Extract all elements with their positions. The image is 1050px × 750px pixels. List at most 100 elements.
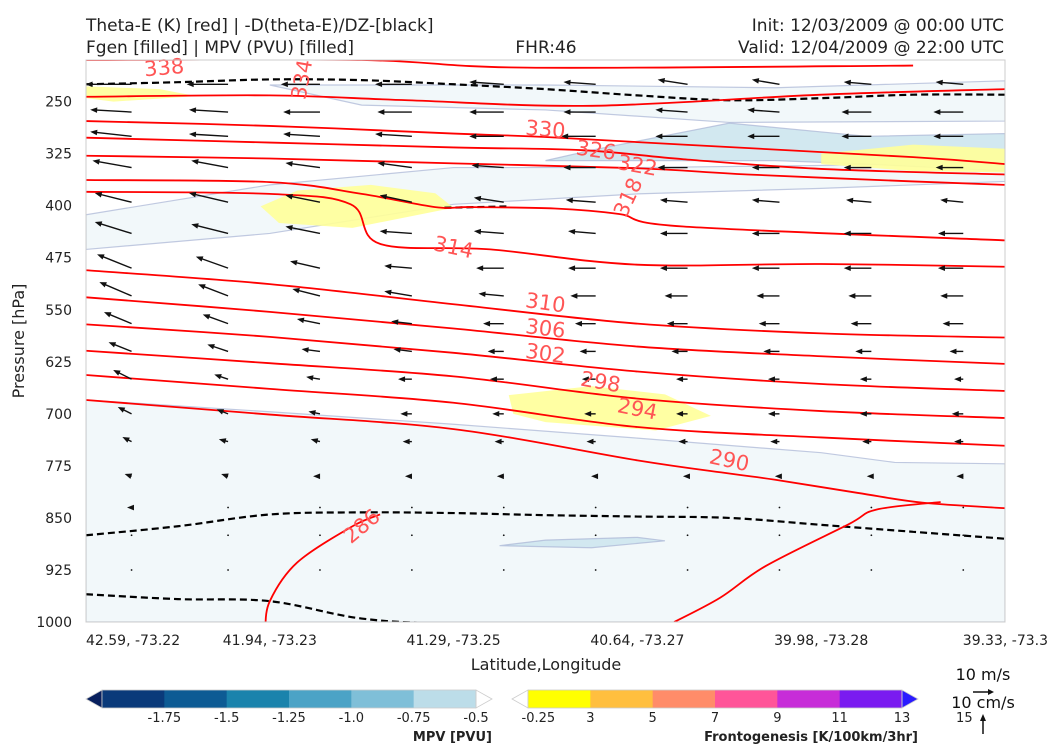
- wind-vector: [310, 438, 321, 444]
- wind-vector: [227, 569, 229, 571]
- wind-vector: [296, 317, 321, 325]
- wind-vector-shaft: [939, 81, 964, 85]
- theta-e-contour: [673, 501, 941, 622]
- colorbar-tick-label: -0.5: [463, 711, 488, 726]
- wind-vector-shaft: [388, 291, 412, 297]
- wind-vector: [565, 197, 596, 204]
- wind-vector-head: [489, 376, 497, 382]
- colorbar-tick-label: 11: [831, 711, 848, 726]
- wind-vector-shaft: [287, 133, 321, 138]
- theta-e-label: 310: [524, 288, 567, 317]
- colorbar-tick-label: -1.5: [214, 711, 239, 726]
- wind-vector-head: [671, 348, 679, 355]
- frontogenesis-fill-region: [508, 386, 711, 431]
- wind-vector: [778, 569, 781, 571]
- wind-vector: [843, 265, 872, 271]
- frontogenesis-fill-region: [821, 144, 1005, 173]
- wind-vector-head: [398, 376, 406, 382]
- wind-vector-shaft: [289, 195, 321, 203]
- wind-vector-head: [97, 254, 105, 260]
- wind-vector-shaft: [388, 265, 412, 269]
- wind-vector-layer: [86, 77, 965, 571]
- wind-vector-head: [478, 291, 486, 298]
- colorbar-swatch: [652, 690, 716, 708]
- y-tick-label: 625: [45, 355, 72, 371]
- wind-vector: [561, 133, 596, 140]
- wind-vector-head: [122, 437, 130, 443]
- wind-vector-head: [850, 320, 858, 327]
- wind-vector-dot: [778, 506, 781, 509]
- wind-vector: [195, 256, 229, 269]
- wind-vector: [676, 411, 688, 417]
- wind-vector: [859, 376, 872, 382]
- colorbar-extension-low: [85, 689, 103, 709]
- wind-vector-head: [767, 376, 775, 382]
- wind-vector: [227, 534, 229, 537]
- theta-e-contour: [86, 399, 1005, 510]
- wind-vector-head: [400, 411, 408, 417]
- wind-vector: [778, 506, 781, 509]
- colorbar-swatch: [351, 690, 415, 708]
- init-time: Init: 12/03/2009 @ 00:00 UTC: [752, 16, 1004, 36]
- theta-e-contour: [86, 136, 1005, 176]
- wind-vector-dot: [319, 569, 321, 571]
- wind-vector: [751, 78, 780, 85]
- wind-vector: [469, 133, 504, 140]
- mpv-colorbar-title: MPV [PVU]: [413, 730, 492, 745]
- quiver-key-label-ms: 10 m/s: [956, 665, 1011, 684]
- wind-vector: [188, 191, 229, 203]
- wind-vector-shaft: [98, 222, 132, 235]
- wind-vector: [283, 131, 321, 138]
- y-tick-label: 550: [45, 303, 72, 319]
- wind-vector: [227, 506, 229, 509]
- x-tick-label: 40.64, -73.27: [590, 633, 684, 649]
- wind-vector-shaft: [661, 79, 688, 85]
- wind-vector-head: [379, 228, 387, 235]
- wind-vector-head: [561, 133, 569, 140]
- wind-vector: [664, 293, 688, 299]
- wind-vector-head: [949, 348, 957, 355]
- wind-vector: [97, 254, 132, 269]
- wind-vector: [962, 534, 965, 537]
- theta-e-contour: [86, 190, 1005, 268]
- quiver-key-arrowhead-horizontal: [988, 689, 994, 695]
- wind-vector-head: [473, 228, 482, 235]
- wind-vector: [393, 347, 412, 353]
- theta-e-label-group: 306: [524, 314, 567, 343]
- wind-vector-head: [751, 78, 760, 84]
- wind-vector: [502, 534, 505, 537]
- wind-vector-shaft: [192, 133, 229, 138]
- wind-vector-shaft: [663, 199, 688, 203]
- wind-vector-shaft: [755, 79, 780, 85]
- wind-vector: [659, 265, 688, 271]
- wind-vector-head: [487, 348, 495, 355]
- frontogenesis-fill-region: [86, 86, 197, 102]
- wind-vector: [855, 348, 872, 355]
- wind-vector: [584, 411, 596, 417]
- wind-vector-head: [214, 374, 222, 380]
- wind-vector: [778, 534, 781, 537]
- wind-vector-head: [393, 347, 401, 353]
- wind-vector: [843, 79, 872, 86]
- mpv-fill-region: [86, 160, 1005, 251]
- colorbar-swatch: [528, 690, 591, 708]
- theta-e-label-layer: 338 3343303263223183143103063022982942902…: [143, 54, 751, 548]
- wind-vector: [866, 473, 874, 480]
- colorbar-tick-label: 15: [956, 711, 973, 726]
- theta-e-contour: [86, 154, 1005, 186]
- wind-vector-head: [751, 197, 760, 204]
- colorbar-tick-label: 13: [894, 711, 911, 726]
- wind-vector-head: [218, 438, 227, 444]
- wind-vector: [862, 438, 872, 445]
- wind-vector: [285, 225, 321, 235]
- wind-vector: [469, 79, 504, 86]
- title-line-1: Theta-E (K) [red] | -D(theta-E)/DZ-[blac…: [85, 16, 434, 36]
- wind-vector-head: [124, 473, 133, 479]
- wind-vector: [686, 506, 689, 509]
- wind-vector: [843, 164, 872, 171]
- wind-vector: [942, 320, 964, 327]
- wind-vector: [191, 223, 229, 235]
- wind-vector: [313, 473, 321, 480]
- wind-vector-shaft: [289, 226, 321, 235]
- wind-vector-head: [843, 265, 851, 271]
